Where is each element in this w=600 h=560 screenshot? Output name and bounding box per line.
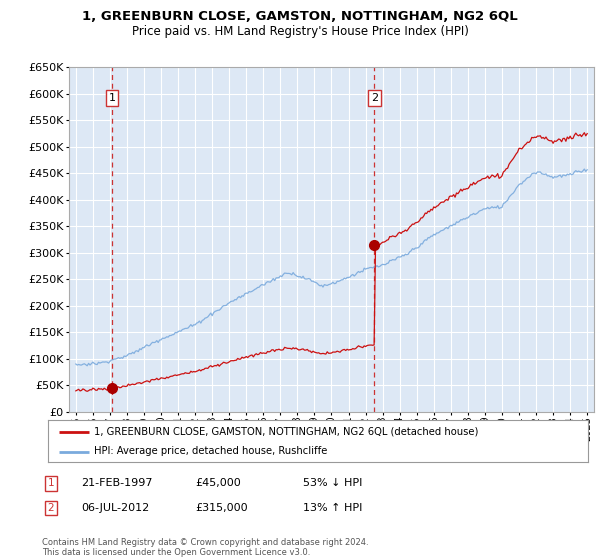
Text: 06-JUL-2012: 06-JUL-2012 bbox=[81, 503, 149, 513]
Text: £315,000: £315,000 bbox=[195, 503, 248, 513]
Text: 53% ↓ HPI: 53% ↓ HPI bbox=[303, 478, 362, 488]
Text: 13% ↑ HPI: 13% ↑ HPI bbox=[303, 503, 362, 513]
Text: 1, GREENBURN CLOSE, GAMSTON, NOTTINGHAM, NG2 6QL: 1, GREENBURN CLOSE, GAMSTON, NOTTINGHAM,… bbox=[82, 10, 518, 23]
Text: 1, GREENBURN CLOSE, GAMSTON, NOTTINGHAM, NG2 6QL (detached house): 1, GREENBURN CLOSE, GAMSTON, NOTTINGHAM,… bbox=[94, 427, 478, 437]
Text: 2: 2 bbox=[371, 93, 378, 103]
Text: 1: 1 bbox=[47, 478, 55, 488]
Text: HPI: Average price, detached house, Rushcliffe: HPI: Average price, detached house, Rush… bbox=[94, 446, 327, 456]
Text: £45,000: £45,000 bbox=[195, 478, 241, 488]
Text: 1: 1 bbox=[109, 93, 116, 103]
Text: Contains HM Land Registry data © Crown copyright and database right 2024.
This d: Contains HM Land Registry data © Crown c… bbox=[42, 538, 368, 557]
Text: 2: 2 bbox=[47, 503, 55, 513]
Text: Price paid vs. HM Land Registry's House Price Index (HPI): Price paid vs. HM Land Registry's House … bbox=[131, 25, 469, 38]
Text: 21-FEB-1997: 21-FEB-1997 bbox=[81, 478, 152, 488]
